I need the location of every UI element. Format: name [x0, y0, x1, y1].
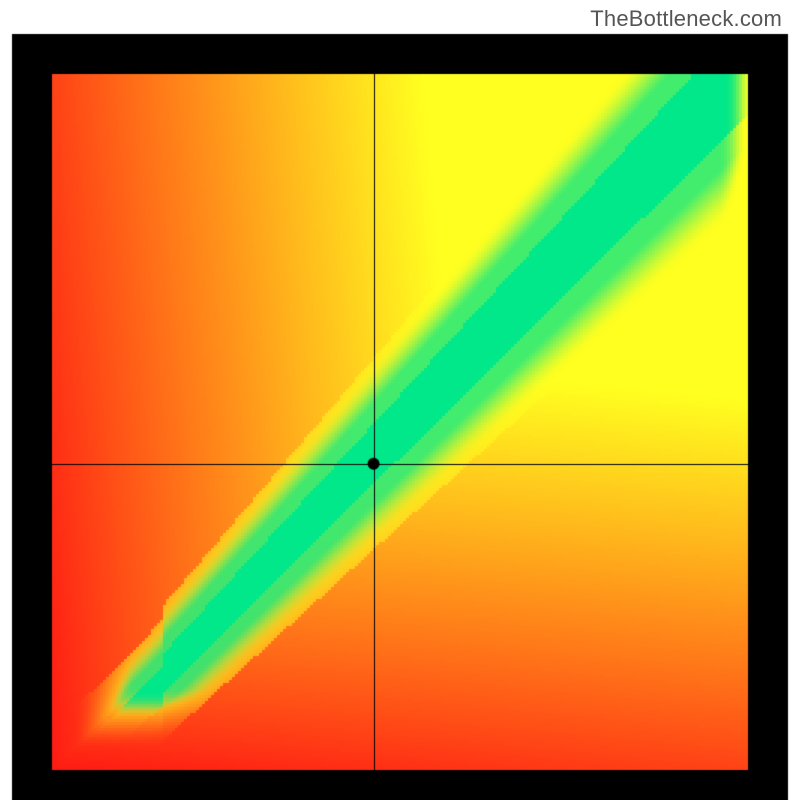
bottleneck-heatmap [0, 0, 800, 800]
site-watermark: TheBottleneck.com [590, 6, 782, 32]
